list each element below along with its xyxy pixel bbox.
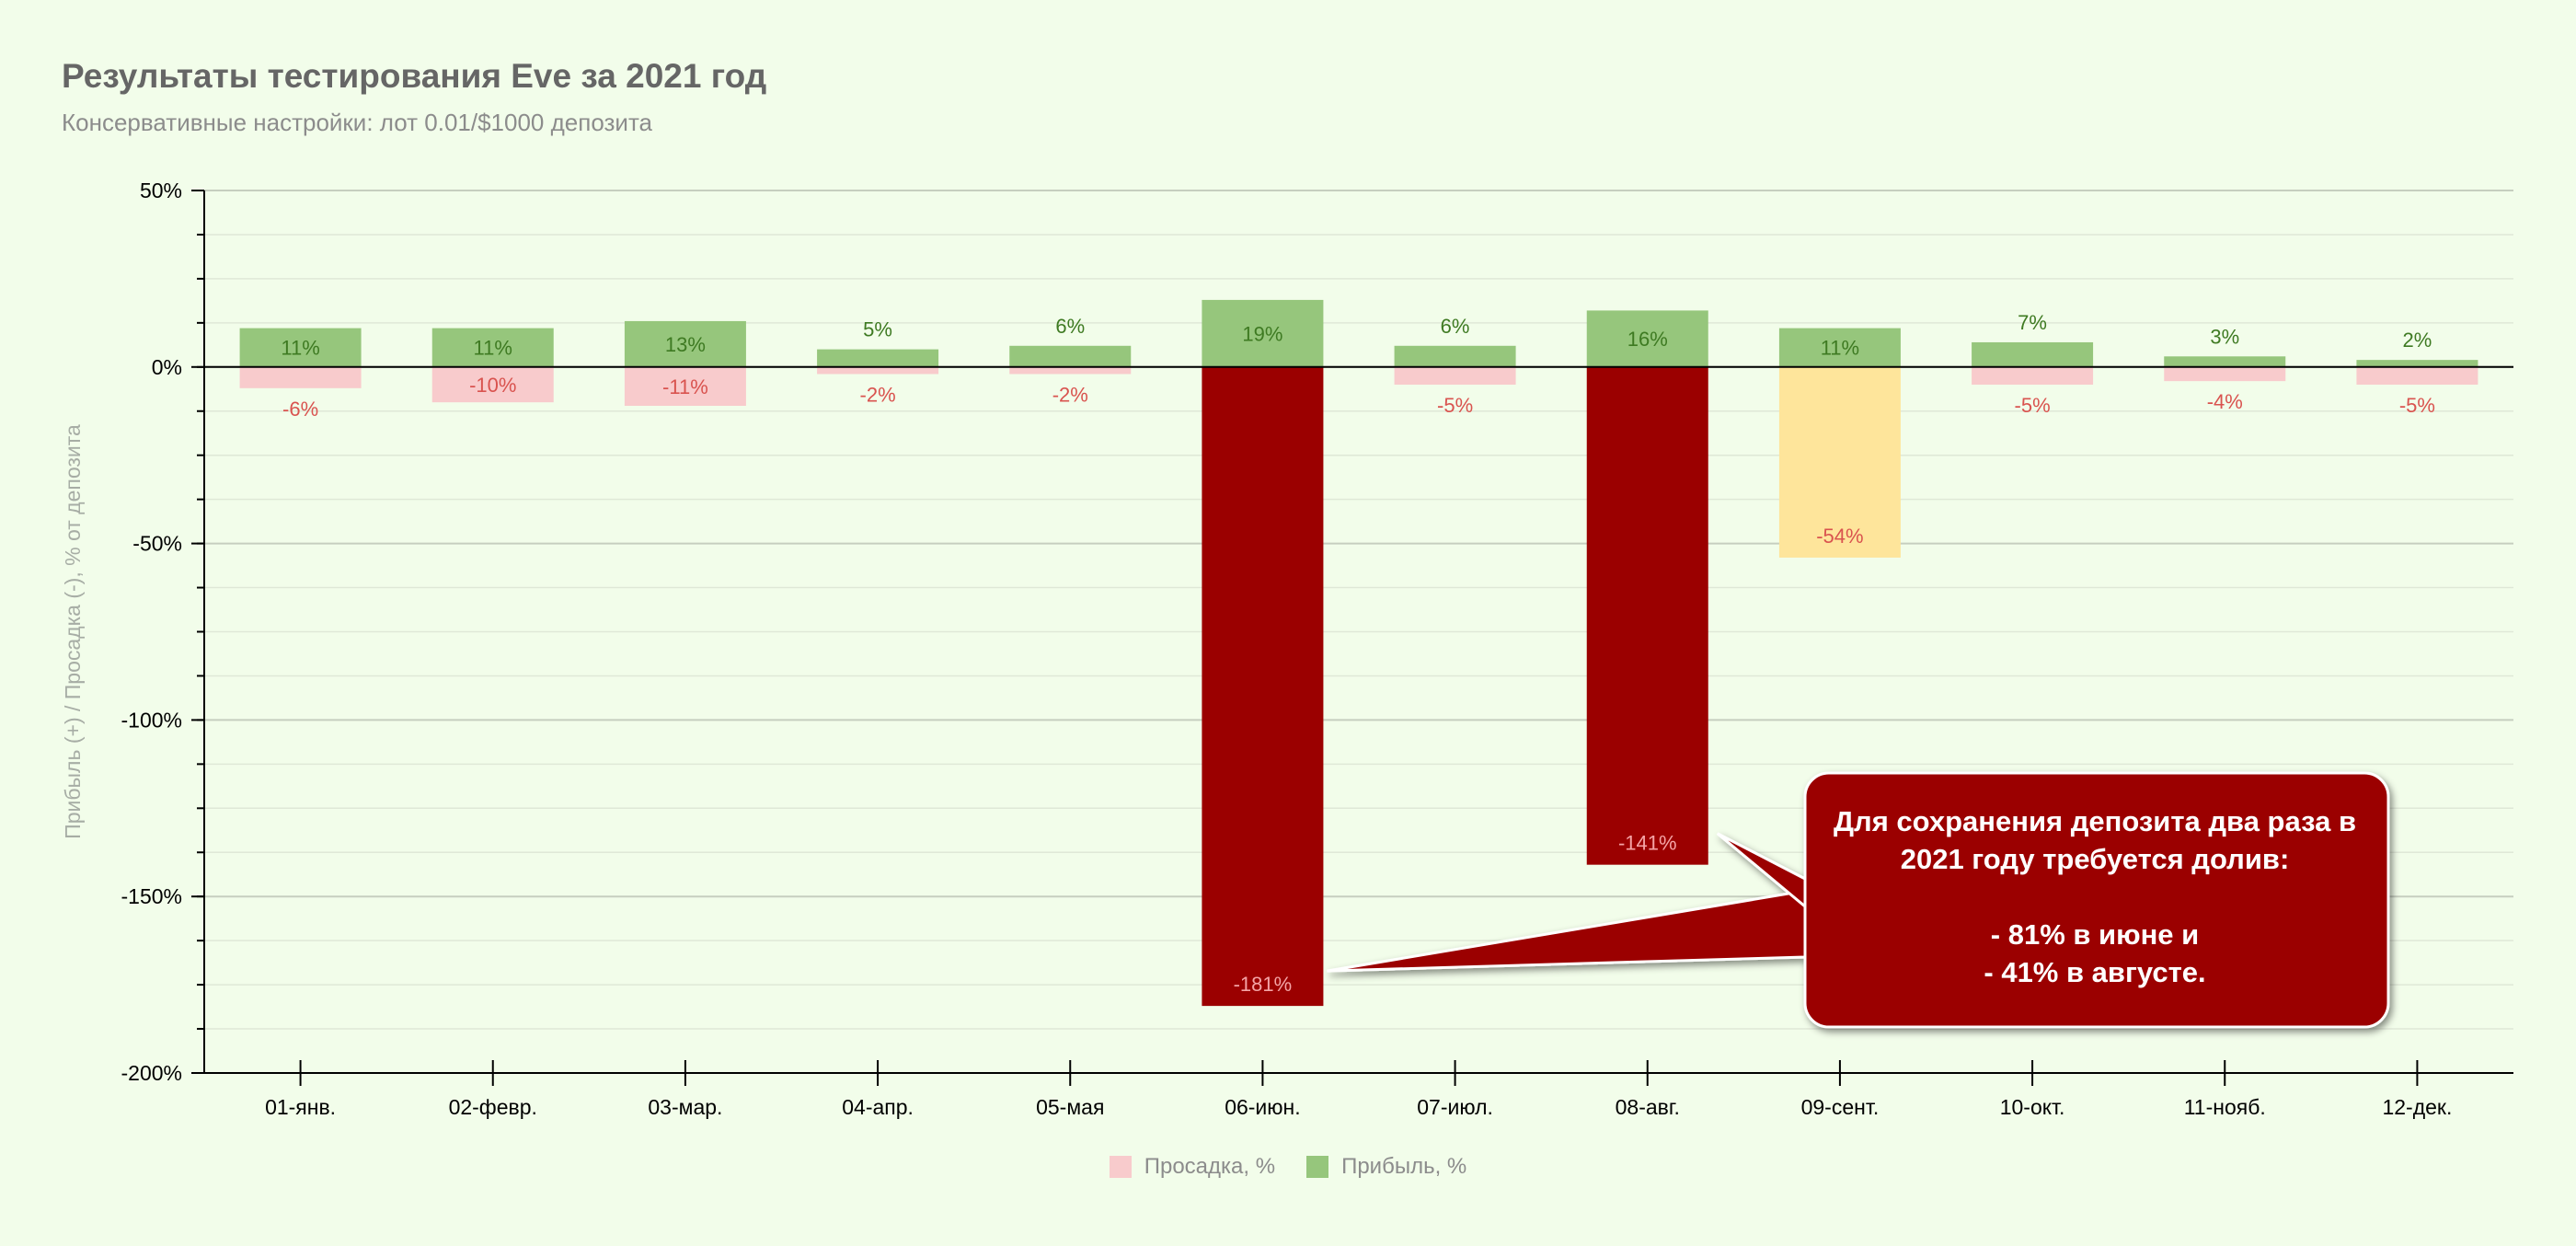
y-tick-label: -50% (132, 532, 182, 556)
legend-item-drawdown[interactable]: Просадка, % (1109, 1154, 1276, 1180)
profit-data-label: 11% (281, 337, 319, 360)
callout-pointer-august (1716, 832, 1807, 910)
profit-bar (239, 328, 362, 367)
x-tick-label: 09-сент. (1801, 1095, 1880, 1119)
drawdown-bar (1586, 366, 1708, 865)
profit-data-label: 19% (1242, 322, 1282, 345)
drawdown-data-label: -4% (2207, 390, 2243, 413)
x-tick-label: 10-окт. (2000, 1095, 2065, 1119)
callout-line-4: - 81% в июне и (1990, 918, 2200, 951)
profit-data-label: 7% (2018, 311, 2047, 334)
legend-swatch-profit (1306, 1156, 1329, 1178)
profit-bar (1394, 345, 1516, 367)
profit-data-label: 16% (1627, 328, 1668, 351)
drawdown-data-label: -54% (1816, 525, 1863, 548)
drawdown-bar (2164, 366, 2286, 382)
profit-data-label: 6% (1055, 315, 1085, 338)
callout-box (1803, 771, 2390, 1029)
profit-bar (2356, 360, 2478, 367)
profit-bar (624, 320, 746, 367)
profit-bar (2164, 356, 2286, 367)
chart-subtitle: Консервативные настройки: лот 0.01/$1000… (62, 109, 653, 136)
drawdown-data-label: -181% (1234, 973, 1293, 996)
profit-bar (1778, 328, 1901, 367)
drawdown-data-label: -2% (860, 383, 896, 406)
profit-data-label: 5% (863, 318, 892, 341)
callout-line-3 (1805, 878, 2385, 916)
profit-data-label: 2% (2403, 329, 2432, 352)
drawdown-data-label: -10% (469, 374, 516, 397)
profit-bar (1009, 345, 1132, 367)
drawdown-bar (1202, 366, 1324, 1007)
callout-seam-cover (1808, 874, 1826, 963)
chart-legend: Просадка, % Прибыль, % (0, 1154, 2576, 1180)
y-tick-label: -100% (121, 708, 182, 732)
drawdown-bar (1009, 366, 1132, 375)
y-tick-label: -200% (121, 1061, 182, 1085)
x-tick-label: 05-мая (1036, 1095, 1104, 1119)
x-tick-label: 12-дек. (2382, 1095, 2452, 1119)
drawdown-bar (817, 366, 939, 375)
drawdown-bar (1394, 366, 1516, 385)
drawdown-bar (1972, 366, 2094, 385)
profit-bar (1202, 299, 1324, 367)
drawdown-data-label: -11% (662, 375, 708, 398)
callout-pointer-june (1327, 889, 1807, 973)
callout-text: Для сохранения депозита два раза в 2021 … (1805, 802, 2385, 991)
drawdown-bar (2356, 366, 2478, 385)
drawdown-data-label: -2% (1052, 383, 1088, 406)
drawdown-data-label: -141% (1618, 832, 1677, 855)
profit-bar (1586, 310, 1708, 367)
y-tick-label: 0% (152, 355, 182, 379)
profit-data-label: 3% (2210, 325, 2239, 348)
callout-line-2: 2021 году требуется долив: (1900, 843, 2290, 875)
x-tick-label: 02-февр. (449, 1095, 537, 1119)
x-tick-label: 11-нояб. (2184, 1095, 2266, 1119)
x-tick-label: 08-авг. (1616, 1095, 1680, 1119)
y-axis-title: Прибыль (+) / Просадка (-), % от депозит… (61, 424, 85, 839)
drawdown-bar (239, 366, 362, 388)
drawdown-data-label: -5% (2015, 394, 2051, 417)
chart-title: Результаты тестирования Eve за 2021 год (62, 57, 767, 95)
legend-label-drawdown: Просадка, % (1144, 1154, 1276, 1179)
drawdown-bar (431, 366, 554, 403)
profit-bar (431, 328, 554, 367)
drawdown-data-label: -5% (1437, 394, 1473, 417)
callout-group (1327, 771, 2390, 1029)
y-tick-label: -150% (121, 884, 182, 908)
legend-swatch-drawdown (1109, 1156, 1132, 1178)
x-tick-label: 04-апр. (842, 1095, 914, 1119)
x-tick-label: 03-мар. (648, 1095, 722, 1119)
profit-data-label: 11% (1821, 337, 1859, 360)
legend-item-profit[interactable]: Прибыль, % (1306, 1154, 1466, 1180)
drawdown-bar (1778, 366, 1901, 558)
profit-data-label: 13% (665, 333, 706, 356)
profit-bar (1972, 341, 2094, 367)
drawdown-data-label: -6% (282, 398, 318, 421)
x-tick-label: 07-июл. (1417, 1095, 1493, 1119)
callout-line-5: - 41% в августе. (1984, 956, 2206, 988)
profit-bar (817, 349, 939, 367)
x-tick-label: 01-янв. (265, 1095, 336, 1119)
drawdown-bar (624, 366, 746, 406)
callout-line-1: Для сохранения депозита два раза в (1833, 805, 2357, 837)
profit-data-label: 6% (1441, 315, 1470, 338)
y-tick-label: 50% (140, 179, 182, 202)
profit-data-label: 11% (474, 337, 512, 360)
drawdown-data-label: -5% (2399, 394, 2435, 417)
legend-label-profit: Прибыль, % (1341, 1154, 1467, 1179)
x-tick-label: 06-июн. (1225, 1095, 1300, 1119)
